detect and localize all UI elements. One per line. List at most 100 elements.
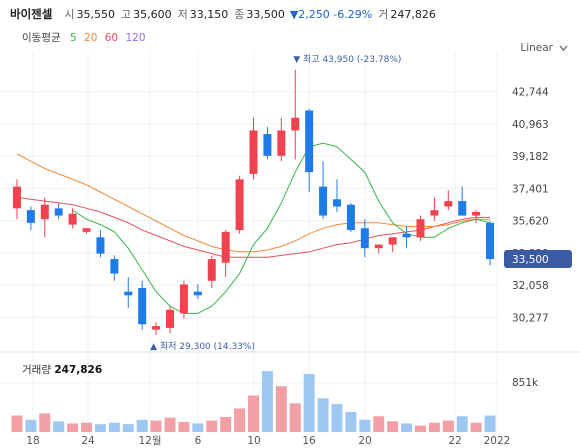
close-value: 33,500 xyxy=(246,7,285,21)
x-tick-label: 6 xyxy=(195,435,202,447)
volume-bar xyxy=(373,416,385,432)
x-tick-label: 18 xyxy=(26,435,39,447)
candle-body xyxy=(458,201,467,216)
volume-bar xyxy=(108,422,120,432)
stock-name: 바이젠셀 xyxy=(10,7,53,21)
volume-bar xyxy=(275,386,287,432)
x-tick-label: 16 xyxy=(302,435,316,447)
candle-body xyxy=(179,284,188,314)
y-tick-label: 35,620 xyxy=(512,216,549,228)
x-tick-label: 24 xyxy=(81,435,95,447)
volume-bar xyxy=(150,420,162,432)
moving-average-label: 이동평균 xyxy=(22,32,61,44)
volume-bar xyxy=(122,424,134,432)
candle-body xyxy=(388,237,397,245)
volume-panel-label: 거래량 247,826 xyxy=(22,362,102,377)
x-tick-label: 10 xyxy=(247,435,260,447)
close-label: 종 xyxy=(234,8,245,21)
candle-body xyxy=(430,210,439,216)
y-tick-label: 42,744 xyxy=(512,87,549,99)
y-tick-label: 37,401 xyxy=(512,183,549,195)
candle-body xyxy=(416,219,425,238)
candle-body xyxy=(374,244,383,249)
candle-body xyxy=(12,186,21,209)
volume-bar xyxy=(53,421,65,432)
y-tick-label: 39,182 xyxy=(512,151,549,163)
volume-bar xyxy=(484,415,496,432)
low-value: 33,150 xyxy=(189,7,229,21)
volume-bar xyxy=(164,417,176,432)
candle-body xyxy=(346,204,355,231)
candle-body xyxy=(152,326,161,330)
high-label: 고 xyxy=(120,8,132,21)
high-price-annotation: ▼ 최고 43,950 (-23.78%) xyxy=(293,54,401,65)
x-tick-label: 20 xyxy=(358,435,371,447)
ma5-legend: 5 xyxy=(69,32,77,44)
volume-bar xyxy=(25,419,37,432)
candle-body xyxy=(277,130,286,156)
volume-tick-label: 851k xyxy=(512,377,539,389)
candle-body xyxy=(235,179,244,231)
volume-bar xyxy=(206,420,218,432)
y-tick-label: 32,058 xyxy=(512,280,549,292)
candle-body xyxy=(472,211,481,216)
volume-bar xyxy=(136,419,148,432)
volume-bar xyxy=(192,423,204,432)
volume-value: 247,826 xyxy=(54,364,103,376)
volume-short-value: 247,826 xyxy=(390,7,436,21)
y-tick-label: 30,277 xyxy=(512,312,549,324)
candle-body xyxy=(332,199,341,207)
open-value: 35,550 xyxy=(76,7,115,21)
volume-bar xyxy=(317,398,329,432)
volume-bar xyxy=(428,422,440,432)
volume-bar xyxy=(401,423,413,432)
candle-body xyxy=(193,291,202,296)
moving-average-legend[interactable]: 이동평균 5 20 60 120 xyxy=(22,30,150,45)
volume-bar xyxy=(81,422,93,432)
candle-body xyxy=(207,259,216,281)
candle-body xyxy=(249,130,258,174)
x-tick-label: 2022 xyxy=(484,435,511,447)
volume-label: 거래량 xyxy=(22,364,51,376)
y-tick-label: 40,963 xyxy=(512,119,549,131)
candle-body xyxy=(402,233,411,238)
volume-bar xyxy=(261,371,273,432)
volume-bar xyxy=(178,421,190,432)
candle-body xyxy=(221,231,230,263)
candle-body xyxy=(96,237,105,254)
scale-mode-label: Linear xyxy=(520,42,553,54)
candle-body xyxy=(40,204,49,220)
volume-bar xyxy=(345,411,357,432)
volume-bar xyxy=(414,425,426,432)
current-price-tag xyxy=(504,250,572,269)
ma60-legend: 60 xyxy=(104,32,119,44)
volume-bar xyxy=(387,421,399,432)
volume-bar xyxy=(442,420,454,432)
volume-bar xyxy=(234,408,246,432)
volume-bar xyxy=(67,423,79,432)
ma20-line xyxy=(16,153,490,253)
candle-body xyxy=(305,110,314,173)
volume-bar xyxy=(39,413,51,432)
ma60-line xyxy=(16,197,490,258)
volume-bar xyxy=(289,403,301,432)
volume-bar xyxy=(303,374,315,432)
volume-bar xyxy=(359,419,371,432)
current-price-label: 33,500 xyxy=(512,254,549,266)
candle-body xyxy=(82,228,91,232)
volume-bar xyxy=(331,404,343,432)
x-tick-label: 12월 xyxy=(138,435,161,447)
candle-body xyxy=(486,222,495,260)
scale-mode-dropdown[interactable]: Linear xyxy=(520,42,568,54)
open-label: 시 xyxy=(64,8,75,21)
ma20-legend: 20 xyxy=(84,32,98,44)
candle-body xyxy=(26,210,35,223)
candle-body xyxy=(166,309,175,328)
change-value: ▼2,250 -6.29% xyxy=(289,7,373,21)
volume-bar xyxy=(220,416,232,432)
volume-bar xyxy=(456,416,468,432)
volume-bar xyxy=(470,422,482,432)
candle-body xyxy=(291,117,300,131)
candle-body xyxy=(444,201,453,207)
